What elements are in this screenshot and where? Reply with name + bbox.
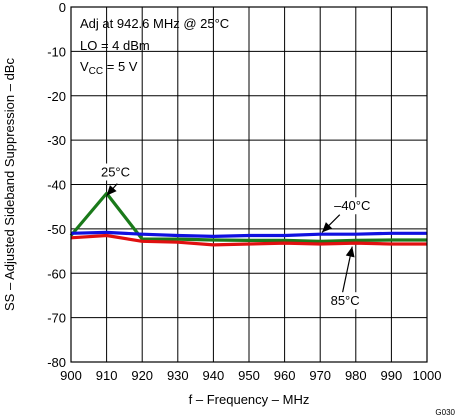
vcc-prefix: V: [80, 59, 89, 74]
series-label-minus40c: –40°C: [334, 198, 370, 213]
x-tick-label: 930: [167, 368, 189, 383]
x-tick-label: 990: [381, 368, 403, 383]
arrow-25c-head: [106, 185, 117, 196]
x-tick-label: 970: [309, 368, 331, 383]
condition-note-adj: Adj at 942.6 MHz @ 25°C: [80, 16, 229, 31]
x-tick-label: 920: [131, 368, 153, 383]
x-tick-label: 980: [345, 368, 367, 383]
x-tick-label: 910: [96, 368, 118, 383]
vcc-subscript: CC: [89, 66, 103, 77]
x-tick-labels: 900 910 920 930 940 950 960 970 980 990 1000: [60, 368, 441, 383]
y-tick-label: -40: [47, 178, 66, 193]
condition-note-vcc: VCC = 5 V: [80, 59, 138, 77]
series-line-2: [70, 233, 427, 247]
label-backgrounds: [95, 163, 376, 310]
lab-25-bg: [95, 163, 136, 181]
y-tick-label: 0: [59, 0, 66, 15]
y-tick-label: -20: [47, 89, 66, 104]
y-tick-label: -60: [47, 266, 66, 281]
arrow-85c-head: [345, 246, 355, 258]
series-label-25c: 25°C: [101, 165, 130, 180]
annotation-arrows: [106, 183, 355, 298]
y-tick-labels: 0 -10 -20 -30 -40 -50 -60 -70 -80: [47, 0, 66, 370]
x-tick-label: 960: [274, 368, 296, 383]
x-tick-label: 900: [60, 368, 82, 383]
y-tick-label: -80: [47, 355, 66, 370]
vcc-value: = 5 V: [103, 59, 138, 74]
x-tick-label: 940: [203, 368, 225, 383]
series-line-0: [69, 191, 427, 243]
y-tick-label: -50: [47, 222, 66, 237]
condition-note-lo: LO = 4 dBm: [80, 38, 150, 53]
y-tick-label: -70: [47, 311, 66, 326]
arrow-minus40c-head: [321, 222, 333, 233]
lab-85-bg: [325, 292, 366, 310]
y-tick-label: -30: [47, 133, 66, 148]
series-line-1: [70, 230, 427, 238]
x-axis-label: f – Frequency – MHz: [189, 392, 310, 407]
x-tick-label: 950: [238, 368, 260, 383]
figure-code: G030: [435, 408, 455, 417]
x-tick-label: 1000: [413, 368, 442, 383]
series-label-85c: 85°C: [331, 293, 360, 308]
lab-m40-bg: [329, 197, 376, 215]
y-tick-label: -10: [47, 44, 66, 59]
series-layer: [69, 191, 427, 247]
y-axis-label: SS – Adjusted Sideband Suppression – dBc: [2, 58, 17, 311]
plot-frame: [70, 6, 428, 363]
